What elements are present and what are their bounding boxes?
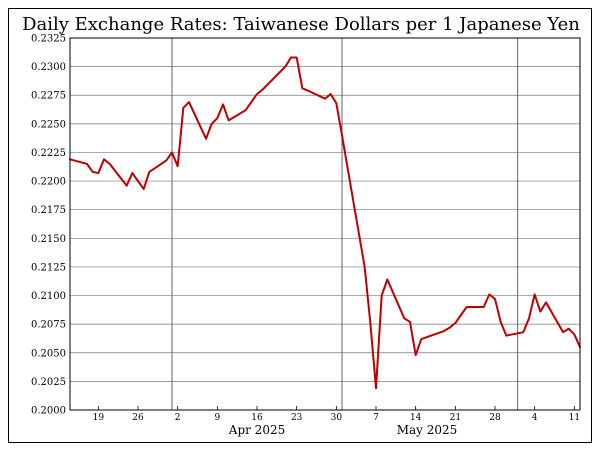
x-tick-label: 7: [373, 413, 379, 423]
x-tick-label: 26: [132, 413, 144, 423]
y-tick-label: 0.2175: [31, 205, 66, 216]
x-tick-label: 2: [175, 413, 181, 423]
y-tick-label: 0.2075: [31, 320, 66, 331]
y-tick-label: 0.2050: [31, 348, 66, 359]
month-label: Apr 2025: [228, 423, 285, 437]
chart-title: Daily Exchange Rates: Taiwanese Dollars …: [22, 14, 580, 35]
y-tick-label: 0.2100: [31, 291, 66, 302]
x-tick-label: 16: [251, 413, 263, 423]
x-tick-label: 23: [291, 413, 303, 423]
y-tick-label: 0.2250: [31, 119, 66, 130]
y-tick-label: 0.2150: [31, 234, 66, 245]
line-chart: Daily Exchange Rates: Taiwanese Dollars …: [22, 14, 581, 437]
x-axis-ticks: 19 26 2 9 16 23 30 7 14 21 28 4 11 Apr 2025 May 2025: [93, 406, 580, 437]
x-tick-label: 9: [214, 413, 220, 423]
x-tick-label: 14: [410, 413, 422, 423]
y-tick-label: 0.2025: [31, 377, 66, 388]
x-tick-label: 28: [489, 413, 501, 423]
month-label: May 2025: [397, 423, 458, 437]
y-tick-label: 0.2300: [31, 62, 66, 73]
plot-area-border: [69, 37, 581, 411]
series-layer: [69, 56, 581, 390]
x-tick-label: 21: [450, 413, 461, 423]
chart-frame: Daily Exchange Rates: Taiwanese Dollars …: [8, 8, 592, 443]
y-tick-label: 0.2275: [31, 91, 66, 102]
y-tick-label: 0.2225: [31, 148, 66, 159]
x-tick-label: 11: [569, 413, 580, 423]
x-tick-label: 19: [93, 413, 105, 423]
series-line: [69, 56, 581, 390]
y-tick-label: 0.2000: [31, 406, 66, 417]
x-tick-label: 30: [331, 413, 343, 423]
x-tick-label: 4: [532, 413, 538, 423]
grid: [70, 37, 580, 411]
y-tick-label: 0.2325: [31, 34, 66, 45]
y-axis-ticks: 0.2000 0.2025 0.2050 0.2075 0.2100 0.2125 0.21…: [31, 34, 66, 417]
y-tick-label: 0.2125: [31, 262, 66, 273]
y-tick-label: 0.2200: [31, 177, 66, 188]
